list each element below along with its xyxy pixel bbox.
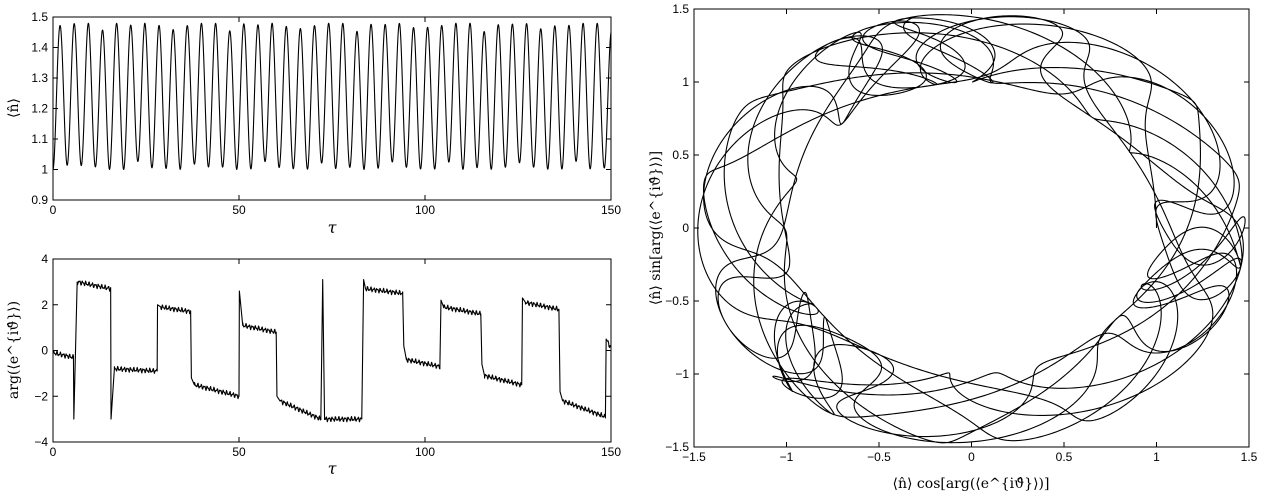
- y-tick-label: 1.5: [672, 2, 689, 16]
- x-tick-label: 0: [50, 203, 57, 217]
- y-tick-label: 4: [41, 252, 48, 266]
- series-line: [52, 279, 612, 423]
- x-tick-label: −1: [780, 450, 794, 464]
- chart-bottom-left-xticks: 0 50 100 150: [50, 259, 621, 459]
- chart-bottom-left-series: [52, 279, 612, 423]
- chart-bottom-left-ylabel: arg(⟨e^{iϑ̂}⟩): [6, 301, 22, 399]
- y-tick-label: 1: [41, 163, 48, 177]
- chart-bottom-left: 0 50 100 150 −4 −2 0 2 4 τ arg(⟨e^{iϑ̂}⟩): [6, 252, 621, 478]
- chart-top-left: 0 50 100 150 0.9 1 1.1 1.2 1.3 1.4 1.5 τ ⟨n̂⟩: [6, 10, 621, 237]
- chart-right-xlabel: ⟨n̂⟩ cos[arg(⟨e^{iϑ̂}⟩)]: [893, 476, 1050, 492]
- x-tick-label: 0: [968, 450, 975, 464]
- y-tick-label: −4: [34, 435, 48, 449]
- y-tick-label: 0: [682, 221, 689, 235]
- x-tick-label: 50: [232, 203, 246, 217]
- chart-right-yticks: −1.5 −1 −0.5 0 0.5 1 1.5: [665, 2, 1249, 454]
- y-tick-label: 1.4: [31, 41, 48, 55]
- x-tick-label: 0: [50, 445, 57, 459]
- y-tick-label: 1: [682, 75, 689, 89]
- chart-right-xticks: −1.5 −1 −0.5 0 0.5 1 1.5: [682, 9, 1258, 464]
- y-tick-label: −1: [675, 367, 689, 381]
- chart-bottom-left-frame: [52, 258, 612, 443]
- x-tick-label: −0.5: [867, 450, 891, 464]
- x-tick-label: 100: [415, 203, 435, 217]
- series-line: [697, 14, 1246, 444]
- y-tick-label: −0.5: [665, 294, 689, 308]
- y-tick-label: 0: [41, 344, 48, 358]
- x-tick-label: −1.5: [682, 450, 706, 464]
- chart-right: −1.5 −1 −0.5 0 0.5 1 1.5 −1.5 −1 −0.5 0 0.5 1 1.5 ⟨n…: [648, 2, 1258, 492]
- y-tick-label: −1.5: [665, 440, 689, 454]
- chart-right-ylabel: ⟨n̂⟩ sin[arg(⟨e^{iϑ̂}⟩)]: [648, 151, 664, 305]
- chart-top-left-yticks: 0.9 1 1.1 1.2 1.3 1.4 1.5: [31, 10, 611, 207]
- y-tick-label: −2: [34, 389, 48, 403]
- x-tick-label: 100: [415, 445, 435, 459]
- y-tick-label: 1.1: [31, 132, 48, 146]
- x-tick-label: 1: [1153, 450, 1160, 464]
- series-line: [52, 22, 612, 170]
- y-tick-label: 1.3: [31, 71, 48, 85]
- x-tick-label: 50: [232, 445, 246, 459]
- chart-top-left-xticks: 0 50 100 150: [50, 17, 621, 217]
- x-tick-label: 0.5: [1056, 450, 1073, 464]
- y-tick-label: 2: [41, 298, 48, 312]
- chart-top-left-ylabel: ⟨n̂⟩: [6, 98, 22, 118]
- y-tick-label: 1.2: [31, 102, 48, 116]
- y-tick-label: 0.5: [672, 148, 689, 162]
- chart-top-left-xlabel: τ: [328, 218, 338, 237]
- chart-bottom-left-yticks: −4 −2 0 2 4: [34, 252, 611, 449]
- x-tick-label: 1.5: [1241, 450, 1258, 464]
- x-tick-label: 150: [601, 203, 621, 217]
- y-tick-label: 1.5: [31, 10, 48, 24]
- chart-top-left-frame: [52, 16, 612, 201]
- y-tick-label: 0.9: [31, 193, 48, 207]
- x-tick-label: 150: [601, 445, 621, 459]
- chart-top-left-series: [52, 22, 612, 170]
- chart-right-series: [697, 14, 1246, 444]
- chart-bottom-left-xlabel: τ: [328, 459, 338, 478]
